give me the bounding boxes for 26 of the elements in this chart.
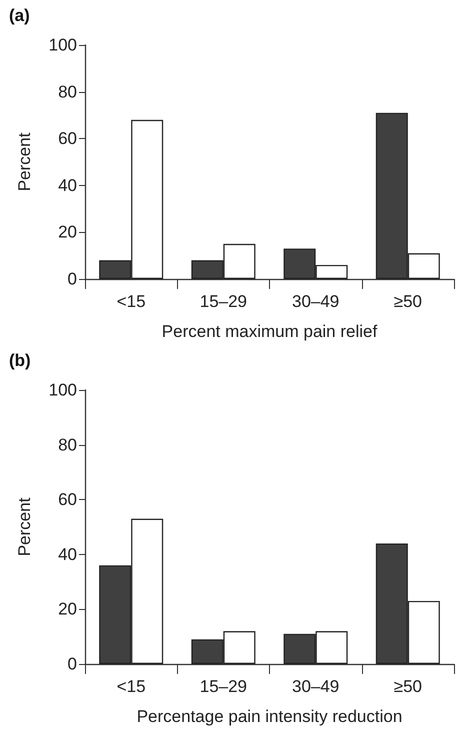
y-tick-label: 0: [68, 654, 77, 674]
y-tick-label: 40: [58, 176, 77, 195]
y-tick-label: 20: [58, 600, 77, 619]
y-tick-label: 100: [48, 380, 77, 400]
y-tick-label: 80: [58, 82, 77, 102]
y-tick-label: 100: [48, 36, 77, 54]
y-tick-label: 60: [58, 490, 77, 510]
y-tick-label: 60: [58, 129, 77, 148]
chart-title: (a): [9, 6, 30, 25]
y-axis-title: Percent: [15, 132, 34, 192]
y-tick-label: 80: [58, 435, 77, 454]
y-tick-label: 40: [58, 544, 77, 564]
y-tick-label: 0: [68, 270, 77, 288]
x-tick-label: ≥50: [394, 292, 422, 311]
x-tick-label: 30–49: [292, 677, 340, 696]
x-tick-label: 15–29: [200, 677, 248, 696]
x-tick-label: <15: [116, 677, 146, 696]
x-axis-title: Percent maximum pain relief: [162, 322, 378, 341]
y-axis-title: Percent: [15, 497, 34, 556]
chart-title: (b): [9, 351, 31, 370]
x-tick-label: 30–49: [292, 292, 340, 311]
x-tick-label: 15–29: [200, 292, 248, 311]
x-tick-label: ≥50: [394, 677, 422, 696]
y-tick-label: 20: [58, 222, 77, 242]
x-axis-title: Percentage pain intensity reduction: [136, 707, 402, 726]
x-tick-label: <15: [116, 292, 146, 311]
